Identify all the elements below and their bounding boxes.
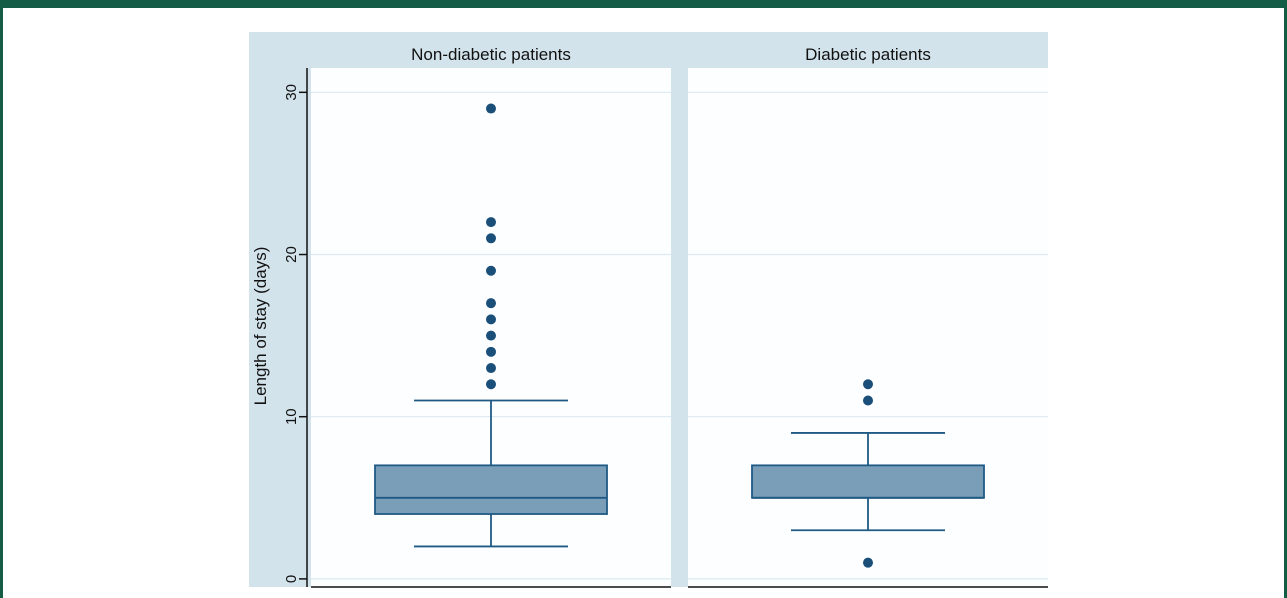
outlier-point [486,379,496,390]
y-tick-label: 30 [283,84,300,101]
iqr-box [374,464,608,515]
outlier-point [486,217,496,228]
outlier-point [863,557,873,568]
outlier-point [486,233,496,244]
outlier-point [486,363,496,374]
panels: Non-diabetic patients Diabetic patients [311,40,1048,588]
y-ticks: 0 10 20 30 [283,84,307,583]
panel-strip [311,40,671,68]
iqr-box [751,464,985,499]
panel-title: Diabetic patients [805,45,931,64]
y-tick-label: 20 [283,246,300,263]
outlier-point [863,395,873,406]
y-axis: 0 10 20 30 Length of stay (days) [251,68,308,587]
y-tick-label: 0 [283,575,300,583]
outlier-point [486,314,496,325]
panel-title: Non-diabetic patients [411,45,571,64]
box-plot-chart: Non-diabetic patients Diabetic patients 0… [249,32,1048,588]
outlier-point [863,379,873,390]
panel-1: Non-diabetic patients [311,40,671,588]
outlier-point [486,298,496,309]
outlier-point [486,346,496,357]
panel-2: Diabetic patients [688,40,1048,588]
outlier-point [486,103,496,114]
outlier-point [486,330,496,341]
y-axis-title: Length of stay (days) [251,247,270,406]
outlier-point [486,265,496,276]
y-tick-label: 10 [283,408,300,425]
panel-strip [688,40,1048,68]
